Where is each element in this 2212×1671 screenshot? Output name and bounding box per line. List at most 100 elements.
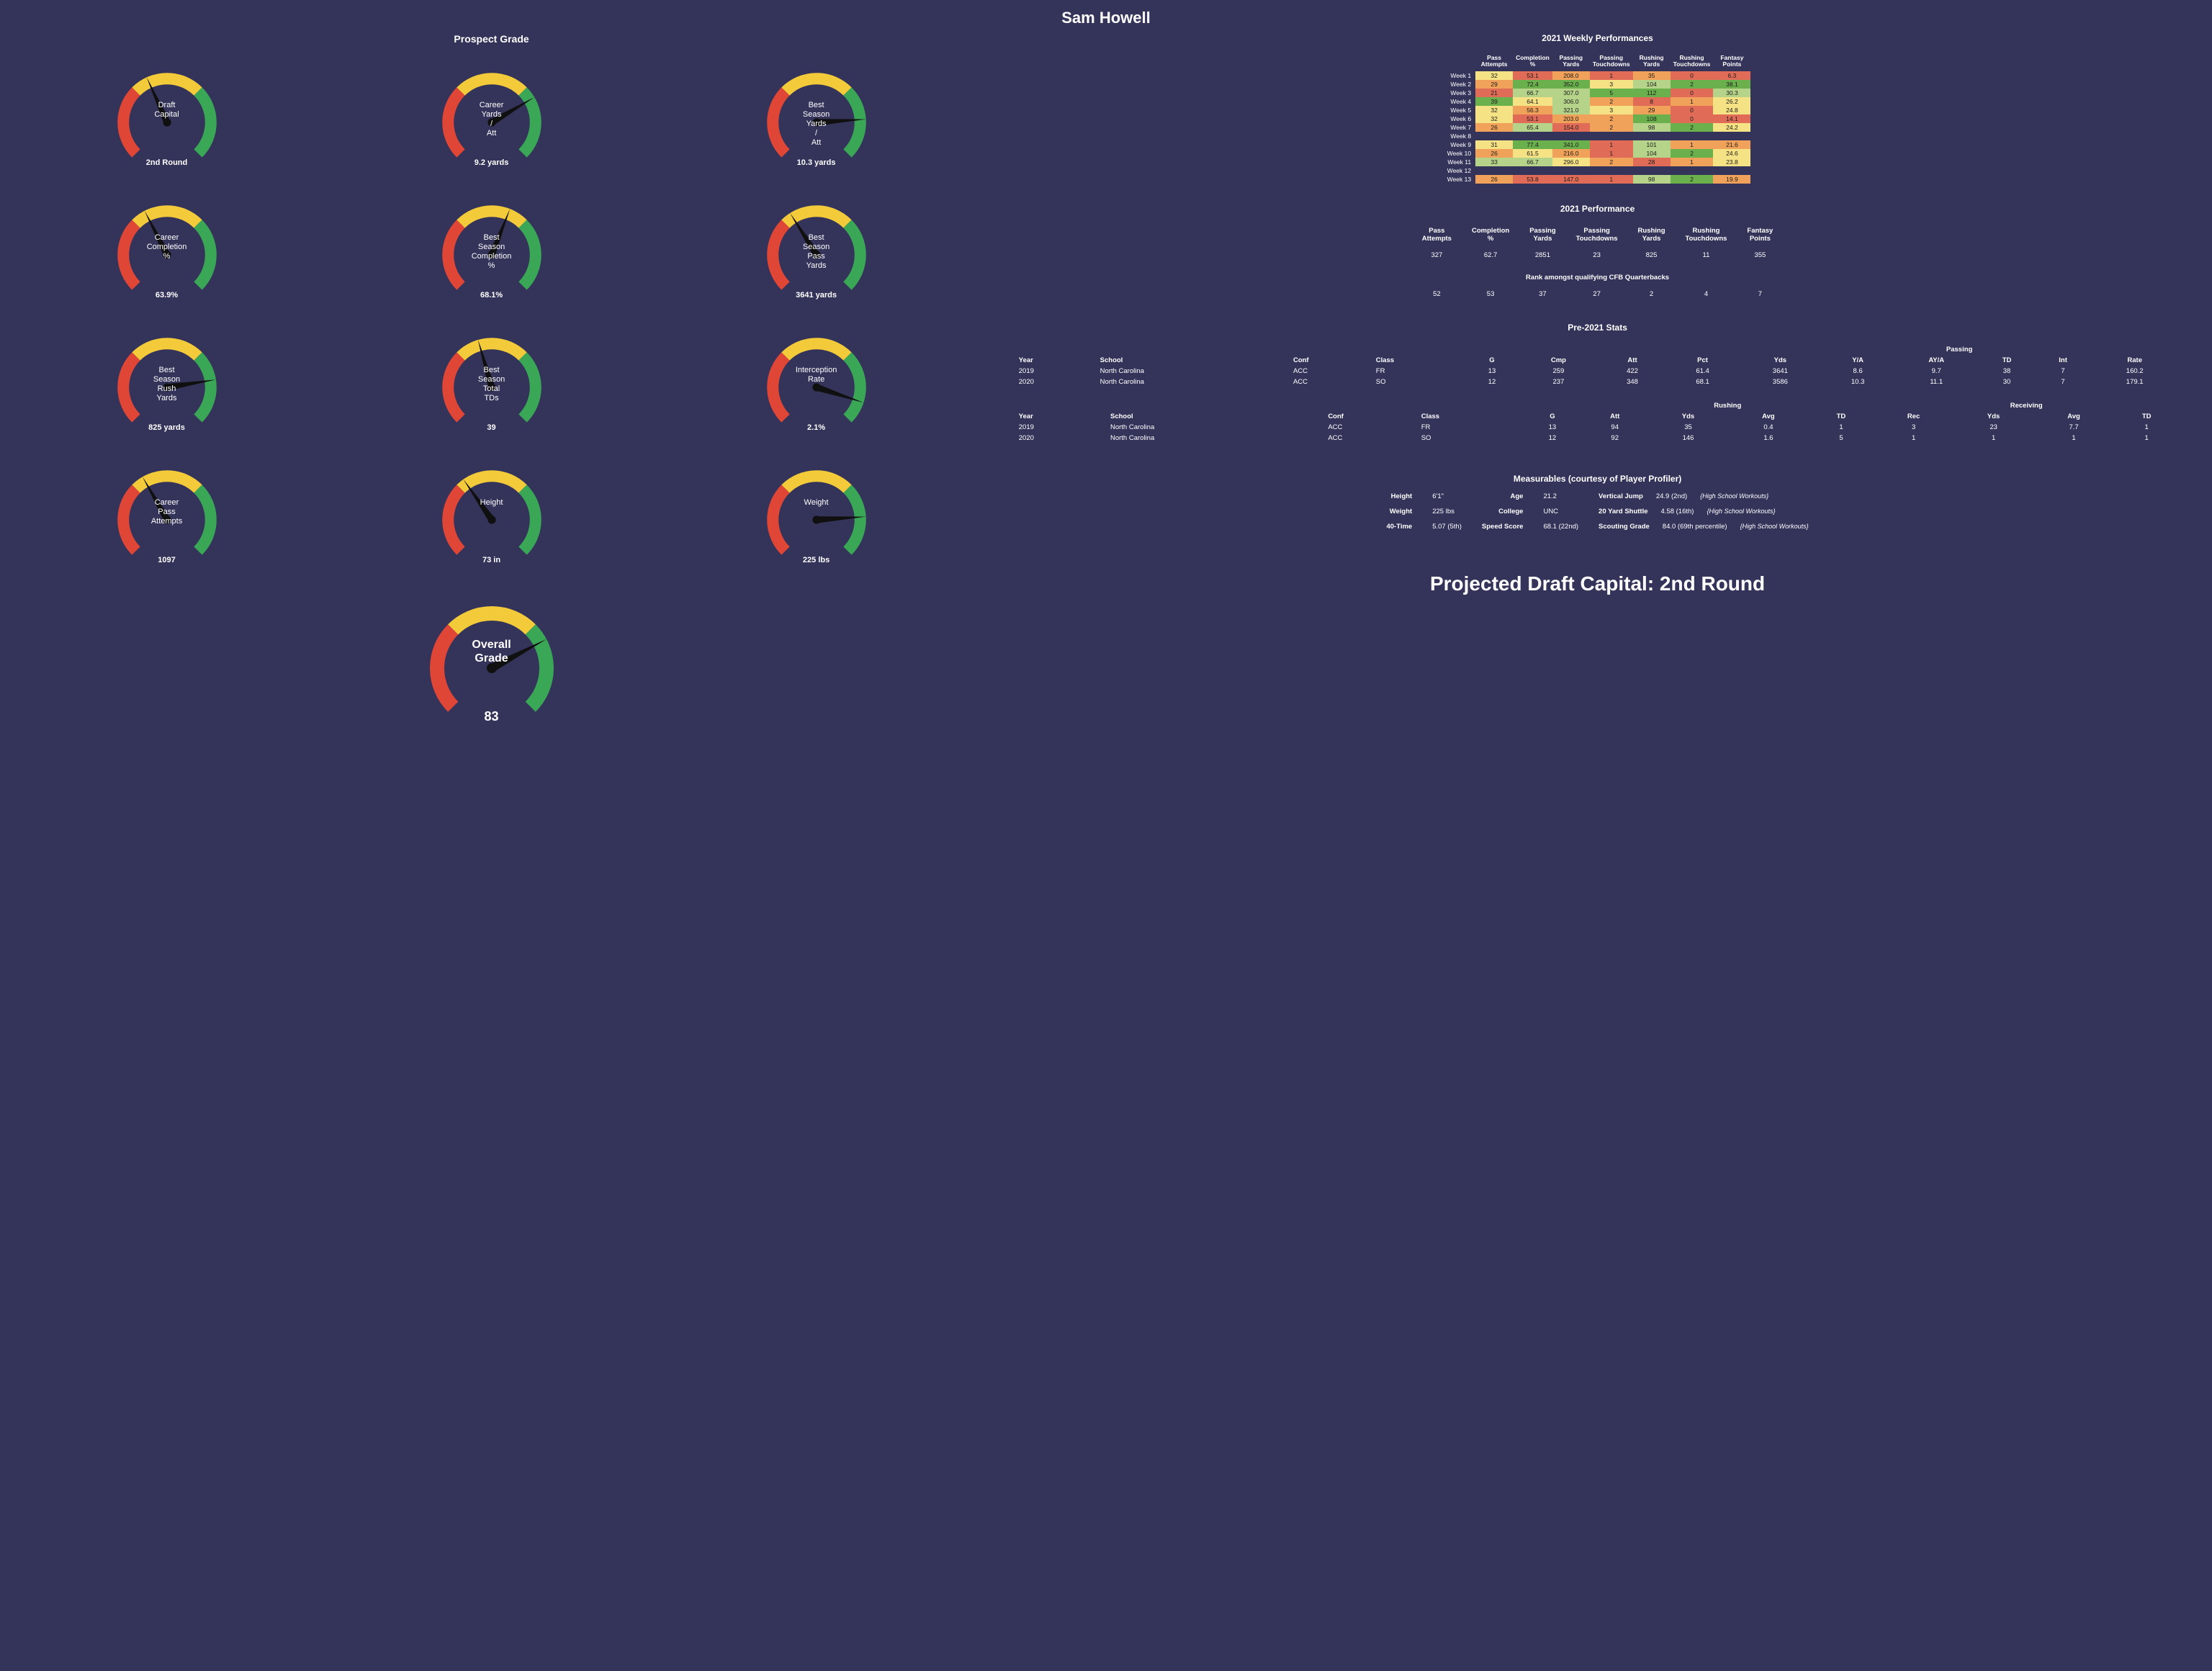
gauge-label: CareerPassAttempts xyxy=(121,498,213,527)
stat-header: Int xyxy=(2036,355,2090,366)
week-label: Week 6 xyxy=(1444,114,1475,123)
stat-header: Cmp xyxy=(1518,355,1599,366)
perf-rank: 2 xyxy=(1628,286,1676,302)
stat-cell: North Carolina xyxy=(1107,433,1325,443)
stat-cell: FR xyxy=(1419,422,1524,433)
stat-cell: 38 xyxy=(1978,366,2036,377)
gauge-label: BestSeasonRushYards xyxy=(121,366,213,404)
week-label: Week 7 xyxy=(1444,123,1475,132)
gauge-value: 73 in xyxy=(482,556,500,564)
perf-value: 11 xyxy=(1676,247,1737,264)
stat-header: Rec xyxy=(1874,411,1954,422)
pre-title: Pre-2021 Stats xyxy=(992,323,2203,333)
stat-cell: 1 xyxy=(2114,422,2179,433)
weekly-header: RushingTouchdowns xyxy=(1671,52,1714,71)
stat-header: AY/A xyxy=(1894,355,1978,366)
weekly-cell: 65.4 xyxy=(1513,123,1552,132)
weekly-header: RushingYards xyxy=(1633,52,1671,71)
stat-cell: North Carolina xyxy=(1097,366,1290,377)
weekly-cell: 72.4 xyxy=(1513,80,1552,89)
stat-cell: ACC xyxy=(1325,433,1418,443)
weekly-cell: 1 xyxy=(1671,158,1714,166)
gauge-draft-capital: DraftCapital 2nd Round xyxy=(9,59,325,174)
rank-note: Rank amongst qualifying CFB Quarterbacks xyxy=(1412,264,1784,286)
stat-cell: 160.2 xyxy=(2090,366,2179,377)
weekly-cell: 2 xyxy=(1671,175,1714,184)
stat-cell: 13 xyxy=(1523,422,1581,433)
meas-value: 68.1 (22nd) xyxy=(1543,523,1578,531)
stat-cell: 1 xyxy=(2114,433,2179,443)
meas-label: Age xyxy=(1482,492,1524,500)
weekly-cell: 32 xyxy=(1475,106,1513,114)
stat-cell: 3641 xyxy=(1740,366,1821,377)
perf-value: 2851 xyxy=(1519,247,1565,264)
stat-header: TD xyxy=(2114,411,2179,422)
week-label: Week 12 xyxy=(1444,166,1475,175)
prospect-grade-panel: Prospect Grade DraftCapital 2nd Round Ca… xyxy=(9,33,974,750)
gauge-label: CareerYards/Att xyxy=(446,101,538,139)
perf-header: FantasyPoints xyxy=(1737,222,1783,247)
stat-cell: 11.1 xyxy=(1894,377,1978,387)
weekly-cell: 216.0 xyxy=(1552,149,1590,158)
weekly-cell: 112 xyxy=(1633,89,1671,97)
stat-cell: ACC xyxy=(1290,377,1373,387)
stat-cell: 68.1 xyxy=(1665,377,1740,387)
meas-label: Vertical Jump xyxy=(1599,492,1643,500)
gauge-best-season-total-tds: BestSeasonTotalTDs 39 xyxy=(333,324,649,439)
week-label: Week 8 xyxy=(1444,132,1475,140)
stat-header: Year xyxy=(1016,411,1107,422)
gauge-career-pass-attempts: CareerPassAttempts 1097 xyxy=(9,456,325,572)
stat-cell: 10.3 xyxy=(1821,377,1895,387)
week-label: Week 9 xyxy=(1444,140,1475,149)
gauge-label: Weight xyxy=(770,498,863,508)
gauge-value: 2nd Round xyxy=(146,158,187,167)
gauge-best-season-rush-yards: BestSeasonRushYards 825 yards xyxy=(9,324,325,439)
stat-cell: 237 xyxy=(1518,377,1599,387)
stat-header: G xyxy=(1523,411,1581,422)
weekly-cell: 154.0 xyxy=(1552,123,1590,132)
meas-value: 84.0 (69th percentile) xyxy=(1663,523,1727,531)
stat-cell: 259 xyxy=(1518,366,1599,377)
weekly-header: PassingTouchdowns xyxy=(1590,52,1633,71)
perf-title: 2021 Performance xyxy=(992,204,2203,214)
stat-group: Receiving xyxy=(1874,397,2179,411)
weekly-cell: 203.0 xyxy=(1552,114,1590,123)
stat-cell: ACC xyxy=(1290,366,1373,377)
stat-header: Yds xyxy=(1954,411,2033,422)
weekly-cell: 64.1 xyxy=(1513,97,1552,106)
gauge-career-yards-att: CareerYards/Att 9.2 yards xyxy=(333,59,649,174)
weekly-cell: 0 xyxy=(1671,89,1714,97)
weekly-cell: 2 xyxy=(1590,123,1633,132)
perf-rank: 4 xyxy=(1676,286,1737,302)
weekly-cell: 296.0 xyxy=(1552,158,1590,166)
perf-value: 355 xyxy=(1737,247,1783,264)
weekly-cell: 98 xyxy=(1633,175,1671,184)
gauge-label: BestSeasonTotalTDs xyxy=(446,366,538,404)
weekly-cell: 31 xyxy=(1475,140,1513,149)
stat-header: Pct xyxy=(1665,355,1740,366)
weekly-cell: 98 xyxy=(1633,123,1671,132)
weekly-header: FantasyPoints xyxy=(1713,52,1750,71)
gauge-value: 39 xyxy=(487,423,495,432)
stat-cell: 179.1 xyxy=(2090,377,2179,387)
weekly-cell: 39 xyxy=(1475,97,1513,106)
weekly-header: Completion% xyxy=(1513,52,1552,71)
weekly-header: PassAttempts xyxy=(1475,52,1513,71)
gauge-label: BestSeasonYards/Att xyxy=(770,101,863,148)
weekly-cell: 1 xyxy=(1590,140,1633,149)
stat-header: School xyxy=(1107,411,1325,422)
weekly-cell: 56.3 xyxy=(1513,106,1552,114)
weekly-cell: 38.1 xyxy=(1713,80,1750,89)
stat-header: Avg xyxy=(2033,411,2114,422)
stat-cell: 13 xyxy=(1466,366,1518,377)
weekly-cell: 26 xyxy=(1475,123,1513,132)
weekly-cell: 24.2 xyxy=(1713,123,1750,132)
weekly-cell: 3 xyxy=(1590,80,1633,89)
stat-cell: 12 xyxy=(1523,433,1581,443)
weekly-cell: 6.3 xyxy=(1713,71,1750,80)
gauge-value: 83 xyxy=(485,709,499,724)
stat-header: Att xyxy=(1599,355,1665,366)
week-label: Week 5 xyxy=(1444,106,1475,114)
week-label: Week 4 xyxy=(1444,97,1475,106)
gauge-career-completion-: CareerCompletion% 63.9% xyxy=(9,192,325,307)
